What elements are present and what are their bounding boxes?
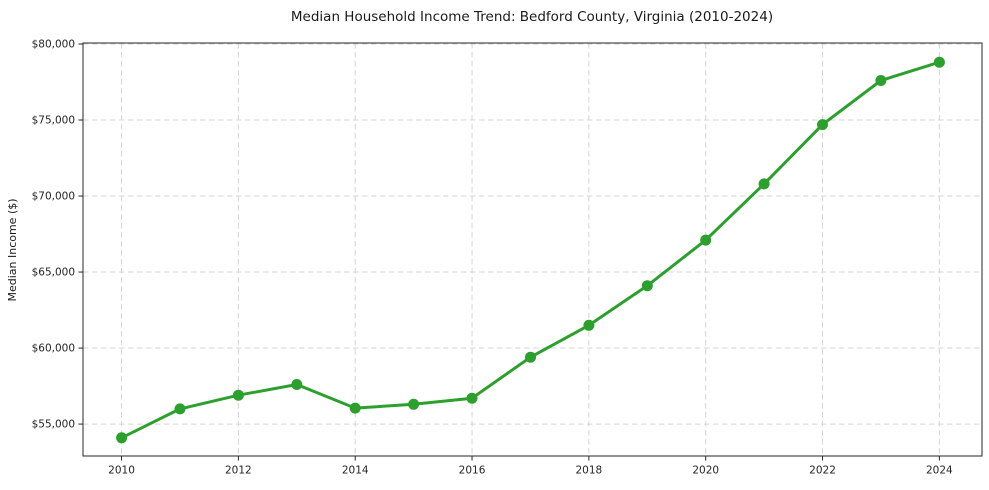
data-point-2010	[116, 432, 128, 444]
trend-series	[116, 56, 945, 444]
data-point-2014	[349, 402, 361, 414]
x-tick-label: 2022	[809, 465, 836, 477]
y-axis-label: Median Income ($)	[6, 198, 19, 301]
x-tick-label: 2010	[108, 465, 135, 477]
x-tick-label: 2012	[225, 465, 252, 477]
y-tick-label: $75,000	[32, 115, 75, 127]
data-point-2024	[933, 56, 945, 68]
plot-border	[82, 42, 983, 457]
data-point-2015	[408, 398, 420, 410]
y-tick-label: $80,000	[32, 39, 75, 51]
y-tick-label: $60,000	[32, 343, 75, 355]
data-point-2017	[525, 351, 536, 363]
data-point-2019	[641, 280, 653, 292]
x-tick-label: 2014	[342, 465, 369, 477]
data-point-2016	[466, 392, 478, 404]
chart-title: Median Household Income Trend: Bedford C…	[291, 9, 773, 25]
x-tick-label: 2020	[692, 465, 719, 477]
x-tick-label: 2024	[926, 465, 953, 477]
data-point-2023	[875, 75, 887, 86]
x-tick-label: 2018	[576, 465, 603, 477]
trend-line	[120, 60, 941, 440]
axis-layer: $55,000 $60,000 $65,000 $70,000 $75,000 $80,0…	[32, 39, 953, 477]
data-point-2020	[700, 234, 712, 246]
y-tick-label: $65,000	[32, 267, 75, 279]
grid-layer	[83, 43, 982, 456]
data-point-2021	[758, 178, 770, 190]
data-point-2018	[583, 319, 595, 331]
y-tick-label: $70,000	[32, 191, 75, 203]
y-tick-label: $55,000	[32, 419, 75, 431]
data-point-2022	[817, 119, 828, 131]
x-tick-label: 2016	[459, 465, 486, 477]
data-point-2013	[291, 379, 303, 390]
data-point-2012	[232, 389, 244, 401]
data-point-2011	[174, 403, 186, 415]
